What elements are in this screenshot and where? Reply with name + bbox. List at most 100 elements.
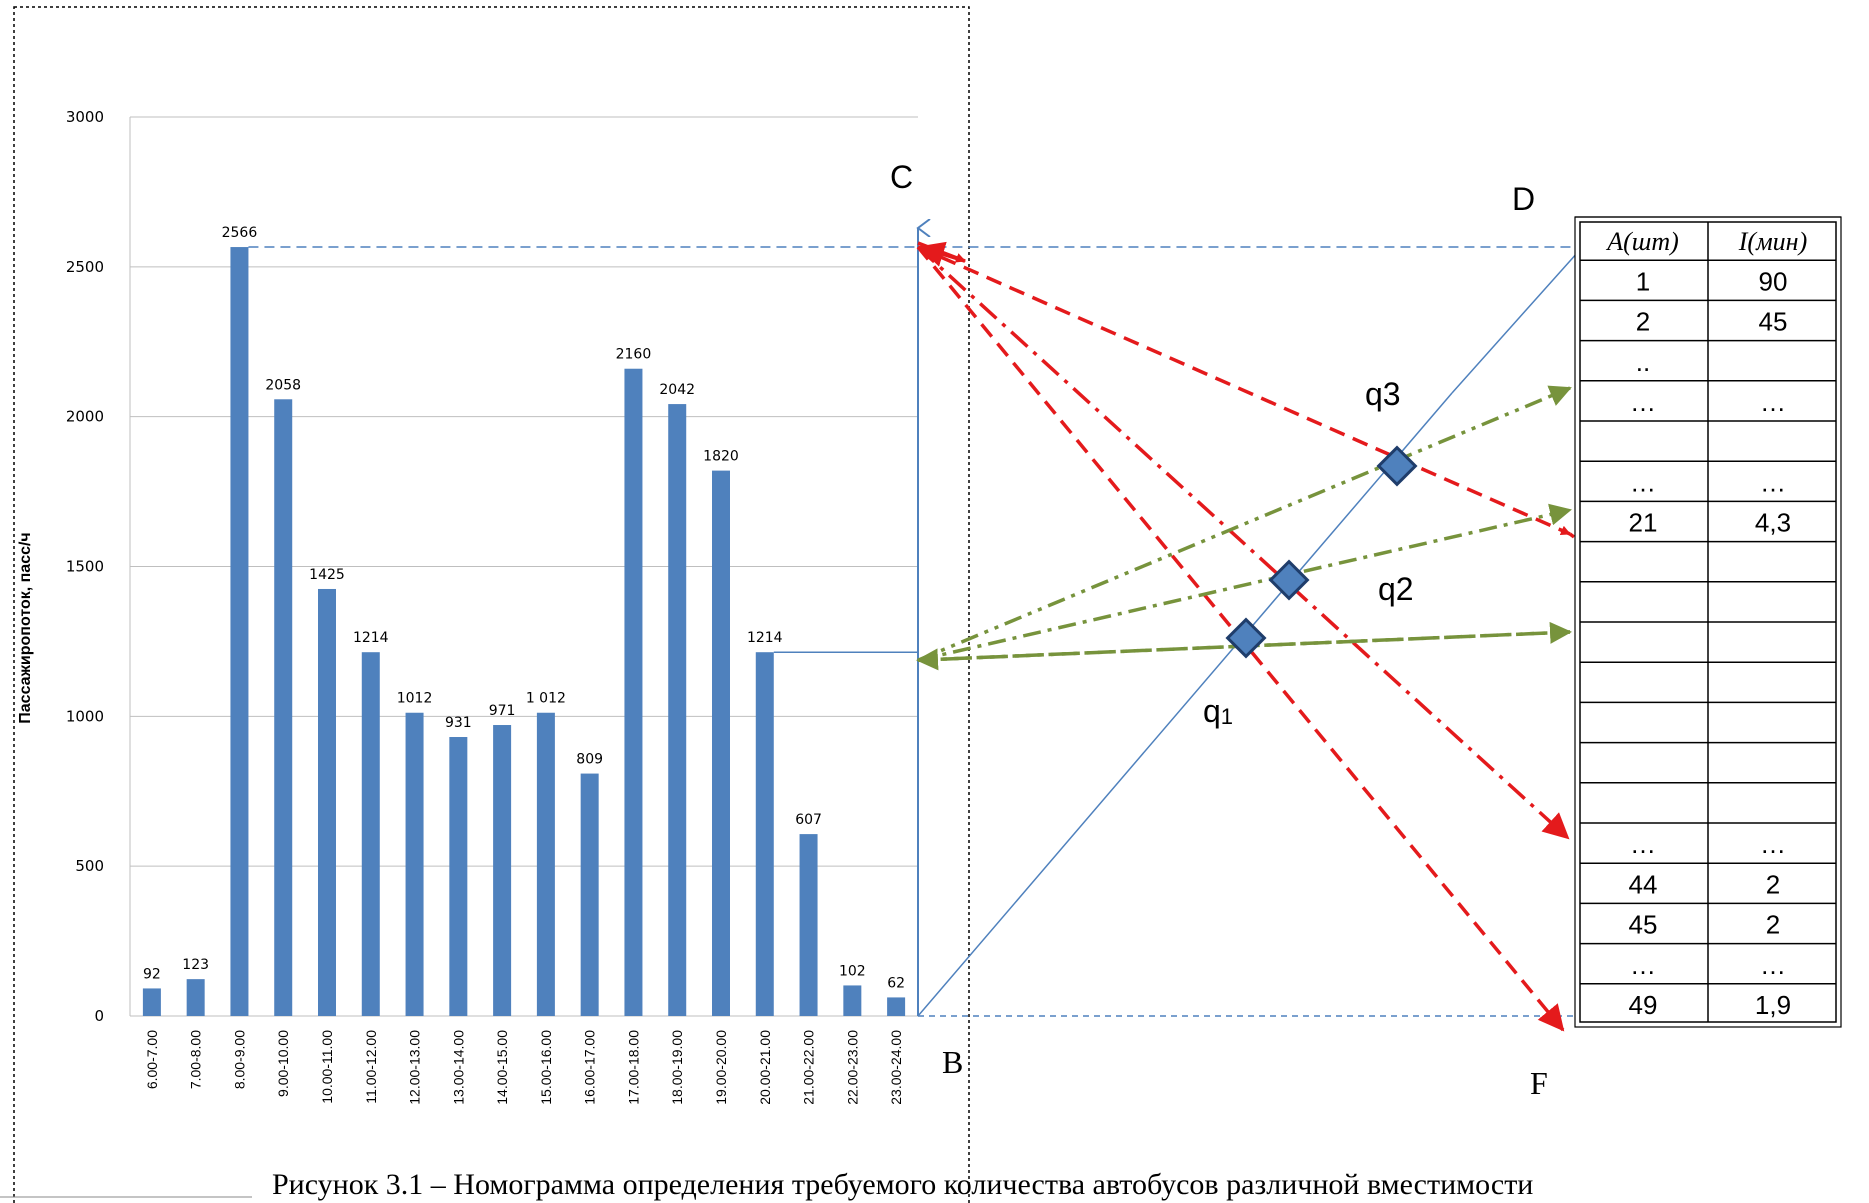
bar-value-label: 1214 <box>353 630 389 646</box>
bar <box>405 712 424 1016</box>
bar-value-label: 62 <box>887 975 905 991</box>
x-tick-label: 16.00-17.00 <box>582 1030 598 1105</box>
bar-value-label: 2160 <box>616 347 652 363</box>
x-axis-ticks: 6.00-7.00 7.00-8.00 8.00-9.00 9.00-10.00 10.… <box>144 1030 904 1105</box>
x-tick-label: 18.00-19.00 <box>669 1030 685 1105</box>
red-ray-q3-tip <box>1568 532 1576 539</box>
bar-value-label: 2566 <box>222 225 258 241</box>
bar <box>493 725 512 1016</box>
q1-marker <box>1225 617 1267 659</box>
x-tick-label: 8.00-9.00 <box>231 1030 247 1089</box>
diagonal-bd-line <box>917 392 1453 1017</box>
x-tick-label: 19.00-20.00 <box>713 1030 729 1105</box>
point-label-f: F <box>1530 1065 1548 1101</box>
table-header-cell: А(шт) <box>1605 227 1679 256</box>
y-tick-label: 1500 <box>66 558 104 576</box>
table-cell: … <box>1760 387 1786 417</box>
bar-value-label: 2042 <box>659 382 695 398</box>
y-tick-label: 2000 <box>66 408 104 426</box>
table-cell: .. <box>1636 347 1650 377</box>
x-tick-label: 6.00-7.00 <box>144 1030 160 1089</box>
q3-label: q3 <box>1365 376 1401 412</box>
y-axis-ticks: 0 500 1000 1500 2000 2500 3000 <box>66 108 104 1025</box>
bar-value-label: 1425 <box>309 567 345 583</box>
y-tick-label: 0 <box>94 1007 104 1025</box>
y-axis-title: Пассажиропоток, пасс/ч <box>17 532 34 723</box>
green-ray-q3 <box>917 385 1572 662</box>
bar-value-labels: 92 123 2566 2058 1425 1214 1012 931 971 1 012 809 2… <box>143 225 905 991</box>
q2-label: q2 <box>1378 571 1414 607</box>
table-cell: 2 <box>1766 869 1780 899</box>
table-cell: 45 <box>1629 910 1658 940</box>
table-cell: 4,3 <box>1755 508 1791 538</box>
y-tick-label: 500 <box>75 857 104 875</box>
x-tick-label: 22.00-23.00 <box>844 1030 860 1105</box>
bar-value-label: 971 <box>489 703 516 719</box>
bar-value-label: 809 <box>576 752 603 768</box>
bar <box>274 399 293 1016</box>
table-cell: … <box>1760 950 1786 980</box>
red-ray-c-arrow <box>918 241 966 267</box>
bar-value-label: 2058 <box>265 377 301 393</box>
x-tick-label: 10.00-11.00 <box>319 1030 335 1104</box>
table-cell: … <box>1630 467 1656 497</box>
bar-value-label: 123 <box>182 957 209 973</box>
table-cell: 49 <box>1629 990 1658 1020</box>
nomogram-construction <box>248 228 1612 1032</box>
diagonal-bd-line-upper <box>1451 251 1579 394</box>
x-tick-label: 21.00-22.00 <box>801 1030 817 1105</box>
table-cell: 2 <box>1636 307 1650 337</box>
bar <box>799 834 818 1016</box>
chart-frame <box>13 6 970 1203</box>
x-tick-label: 7.00-8.00 <box>188 1030 204 1089</box>
bar <box>624 368 643 1017</box>
table-cell: 1 <box>1636 266 1650 296</box>
x-tick-label: 13.00-14.00 <box>450 1030 466 1105</box>
bar <box>580 773 599 1016</box>
bar-value-label: 92 <box>143 966 161 982</box>
table-cell: … <box>1630 950 1656 980</box>
figure-caption: Рисунок 3.1 – Номограмма определения тре… <box>272 1168 1533 1201</box>
x-tick-label: 11.00-12.00 <box>363 1030 379 1104</box>
bar-series <box>142 247 906 1017</box>
point-label-c: C <box>890 159 913 195</box>
x-tick-label: 14.00-15.00 <box>494 1030 510 1105</box>
bar <box>536 712 555 1016</box>
bar-value-label: 607 <box>795 812 822 828</box>
table-cell: … <box>1760 829 1786 859</box>
y-tick-label: 2500 <box>66 258 104 276</box>
bar <box>186 979 205 1016</box>
bar <box>755 652 774 1016</box>
red-ray-q3 <box>917 245 1571 536</box>
table-cell: … <box>1630 829 1656 859</box>
table-cell: 2 <box>1766 910 1780 940</box>
bar-value-label: 1012 <box>397 691 433 707</box>
x-tick-label: 15.00-16.00 <box>538 1030 554 1105</box>
y-tick-label: 3000 <box>66 108 104 126</box>
bar <box>887 997 906 1016</box>
bar <box>230 247 249 1017</box>
point-label-b: B <box>942 1044 963 1080</box>
red-ray-q2 <box>916 245 1570 840</box>
bar <box>712 470 730 1016</box>
green-ray-q2 <box>917 503 1572 662</box>
chart-gridlines <box>129 116 918 1017</box>
x-tick-label: 9.00-10.00 <box>275 1030 291 1097</box>
bar-value-label: 102 <box>839 963 866 979</box>
q2-marker <box>1268 559 1310 601</box>
table-cell: … <box>1760 467 1786 497</box>
q1-label: q1 <box>1203 693 1233 729</box>
table-cell: … <box>1630 387 1656 417</box>
bar <box>843 985 862 1016</box>
x-tick-label: 17.00-18.00 <box>625 1030 641 1105</box>
y-tick-label: 1000 <box>66 707 104 725</box>
x-tick-label: 12.00-13.00 <box>407 1030 423 1105</box>
bar <box>668 404 687 1016</box>
bar <box>142 988 161 1016</box>
bar-value-label: 1 012 <box>526 691 566 707</box>
table-cell: 90 <box>1759 266 1788 296</box>
table-cell: 45 <box>1759 307 1788 337</box>
table-cell: 1,9 <box>1755 990 1791 1020</box>
table-header-cell: I(мин) <box>1738 227 1807 256</box>
